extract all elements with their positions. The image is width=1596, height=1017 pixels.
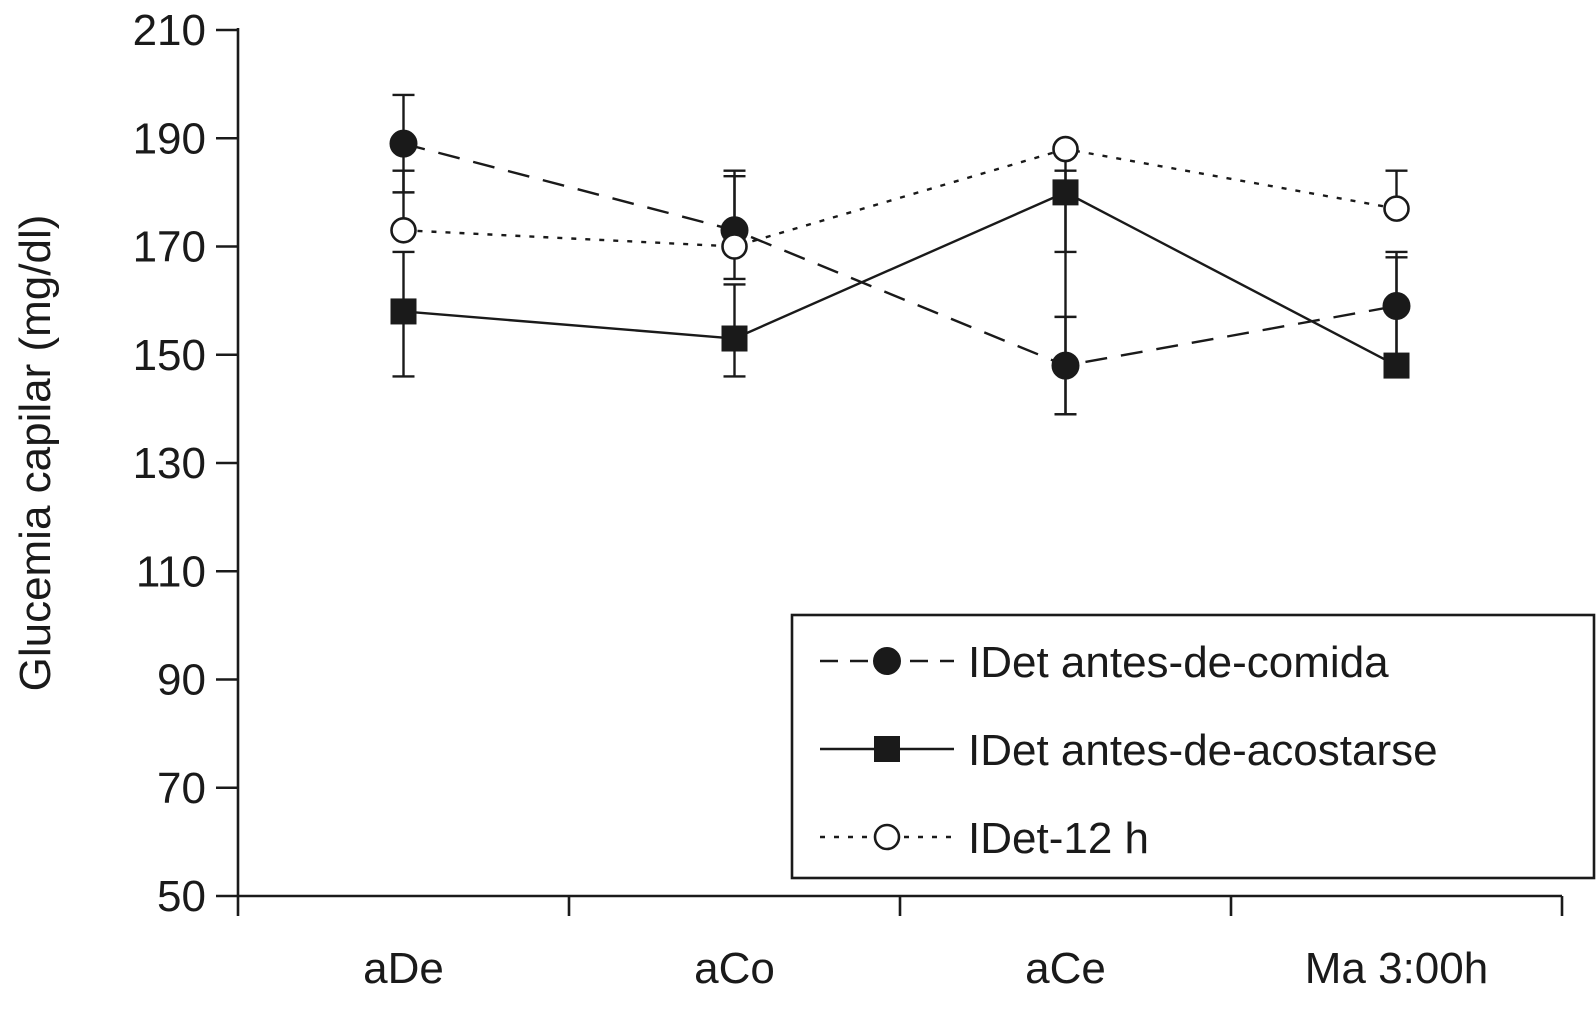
series-1-point [1382, 292, 1411, 321]
series-3-point [721, 233, 748, 260]
legend: IDet antes-de-comida IDet antes-de-acosta… [790, 613, 1596, 880]
y-tick-label: 50 [157, 872, 206, 921]
y-tick-label: 170 [133, 223, 206, 272]
y-tick-label: 130 [133, 439, 206, 488]
error-bars [392, 93, 1408, 416]
y-tick-label: 150 [133, 331, 206, 380]
series-2-point [390, 298, 417, 325]
series-lines [403, 142, 1398, 367]
x-tick-label: Ma 3:00h [1305, 944, 1488, 993]
y-tick-label: 90 [157, 656, 206, 705]
series-2-point [1052, 179, 1079, 206]
series-1-line [403, 142, 1397, 367]
y-axis-ticks: 50 70 90 110 130 150 170 190 210 [133, 6, 238, 921]
y-tick-label: 210 [133, 6, 206, 55]
x-tick-label: aDe [363, 944, 444, 993]
series-markers [389, 129, 1411, 380]
y-axis-title: Glucemia capilar (mg/dl) [11, 215, 60, 692]
y-tick-label: 70 [157, 764, 206, 813]
x-axis-ticks: aDe aCo aCe Ma 3:00h [236, 896, 1564, 993]
legend-item-3-label: IDet-12 h [968, 814, 1149, 863]
legend-item-1-marker [873, 647, 901, 675]
y-tick-label: 190 [133, 114, 206, 163]
series-2-point [721, 325, 748, 352]
series-1-point [1051, 351, 1080, 380]
legend-box [790, 613, 1596, 880]
series-2-point [1383, 352, 1410, 379]
legend-item-2-label: IDet antes-de-acostarse [968, 726, 1438, 775]
x-tick-label: aCe [1025, 944, 1106, 993]
series-1-point [389, 129, 418, 158]
series-3-point [1383, 195, 1410, 222]
legend-item-3-marker [873, 823, 901, 851]
series-3-line [403, 147, 1397, 248]
legend-item-1-label: IDet antes-de-comida [968, 638, 1389, 687]
series-3-point [390, 216, 417, 244]
legend-item-2-marker [874, 736, 900, 762]
x-tick-label: aCo [694, 944, 775, 993]
series-3-point [1052, 135, 1079, 163]
series-2-line [403, 191, 1398, 367]
y-tick-label: 110 [136, 547, 206, 596]
